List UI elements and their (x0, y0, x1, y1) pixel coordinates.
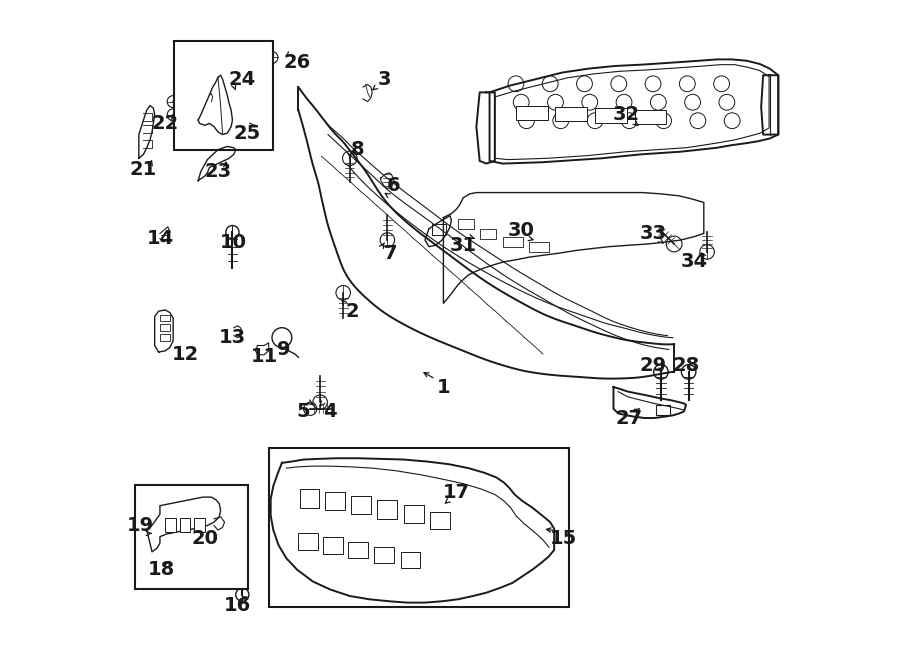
Bar (458, 219, 474, 229)
Text: 16: 16 (224, 596, 251, 616)
Bar (516, 105, 547, 120)
Bar (377, 500, 397, 519)
Bar (374, 547, 394, 563)
Bar (503, 237, 523, 247)
Text: 22: 22 (151, 114, 179, 133)
Bar (323, 538, 343, 554)
Bar (656, 406, 670, 415)
Text: 24: 24 (229, 70, 256, 89)
Bar (480, 229, 496, 239)
Text: 17: 17 (443, 483, 470, 502)
Text: 2: 2 (346, 302, 359, 320)
Bar (595, 108, 626, 122)
Bar (269, 448, 569, 606)
Text: 7: 7 (384, 244, 398, 263)
Text: 14: 14 (147, 229, 174, 248)
Bar (194, 518, 205, 532)
Text: 25: 25 (233, 124, 261, 143)
Text: 8: 8 (351, 140, 364, 160)
Bar (160, 324, 170, 331)
Text: 12: 12 (171, 345, 199, 363)
Text: 27: 27 (616, 408, 643, 428)
Bar (166, 518, 176, 532)
Text: 10: 10 (220, 232, 248, 252)
Text: 28: 28 (672, 355, 699, 375)
Text: 18: 18 (148, 560, 175, 579)
Text: 3: 3 (377, 70, 391, 89)
Bar (555, 107, 587, 121)
Text: 6: 6 (387, 177, 400, 195)
Text: 5: 5 (296, 402, 310, 421)
Text: 15: 15 (550, 529, 577, 548)
Bar (430, 512, 450, 529)
Bar (160, 334, 170, 341)
Text: 33: 33 (640, 224, 667, 243)
Text: 20: 20 (192, 529, 219, 548)
Text: 4: 4 (323, 402, 337, 421)
Bar (160, 314, 170, 321)
Text: 19: 19 (127, 516, 154, 535)
Bar (348, 542, 368, 559)
Text: 1: 1 (436, 377, 450, 397)
Bar (634, 109, 666, 124)
Bar (135, 485, 248, 589)
Bar (180, 518, 190, 532)
Bar (431, 224, 446, 236)
Text: 34: 34 (680, 252, 707, 271)
Text: 32: 32 (613, 105, 640, 124)
Text: 9: 9 (277, 340, 291, 359)
Text: 13: 13 (219, 328, 246, 347)
Bar (300, 489, 319, 508)
Text: 26: 26 (284, 52, 310, 71)
Bar (325, 492, 345, 510)
Text: 29: 29 (640, 355, 667, 375)
Text: 31: 31 (450, 236, 477, 255)
Text: 30: 30 (508, 221, 535, 240)
Bar (175, 41, 274, 150)
Bar (351, 496, 371, 514)
Text: 21: 21 (130, 160, 158, 179)
Bar (400, 552, 420, 568)
Text: 11: 11 (250, 346, 278, 365)
Bar (529, 242, 549, 252)
Text: 23: 23 (204, 162, 231, 181)
Bar (404, 505, 424, 524)
Bar (299, 534, 319, 550)
